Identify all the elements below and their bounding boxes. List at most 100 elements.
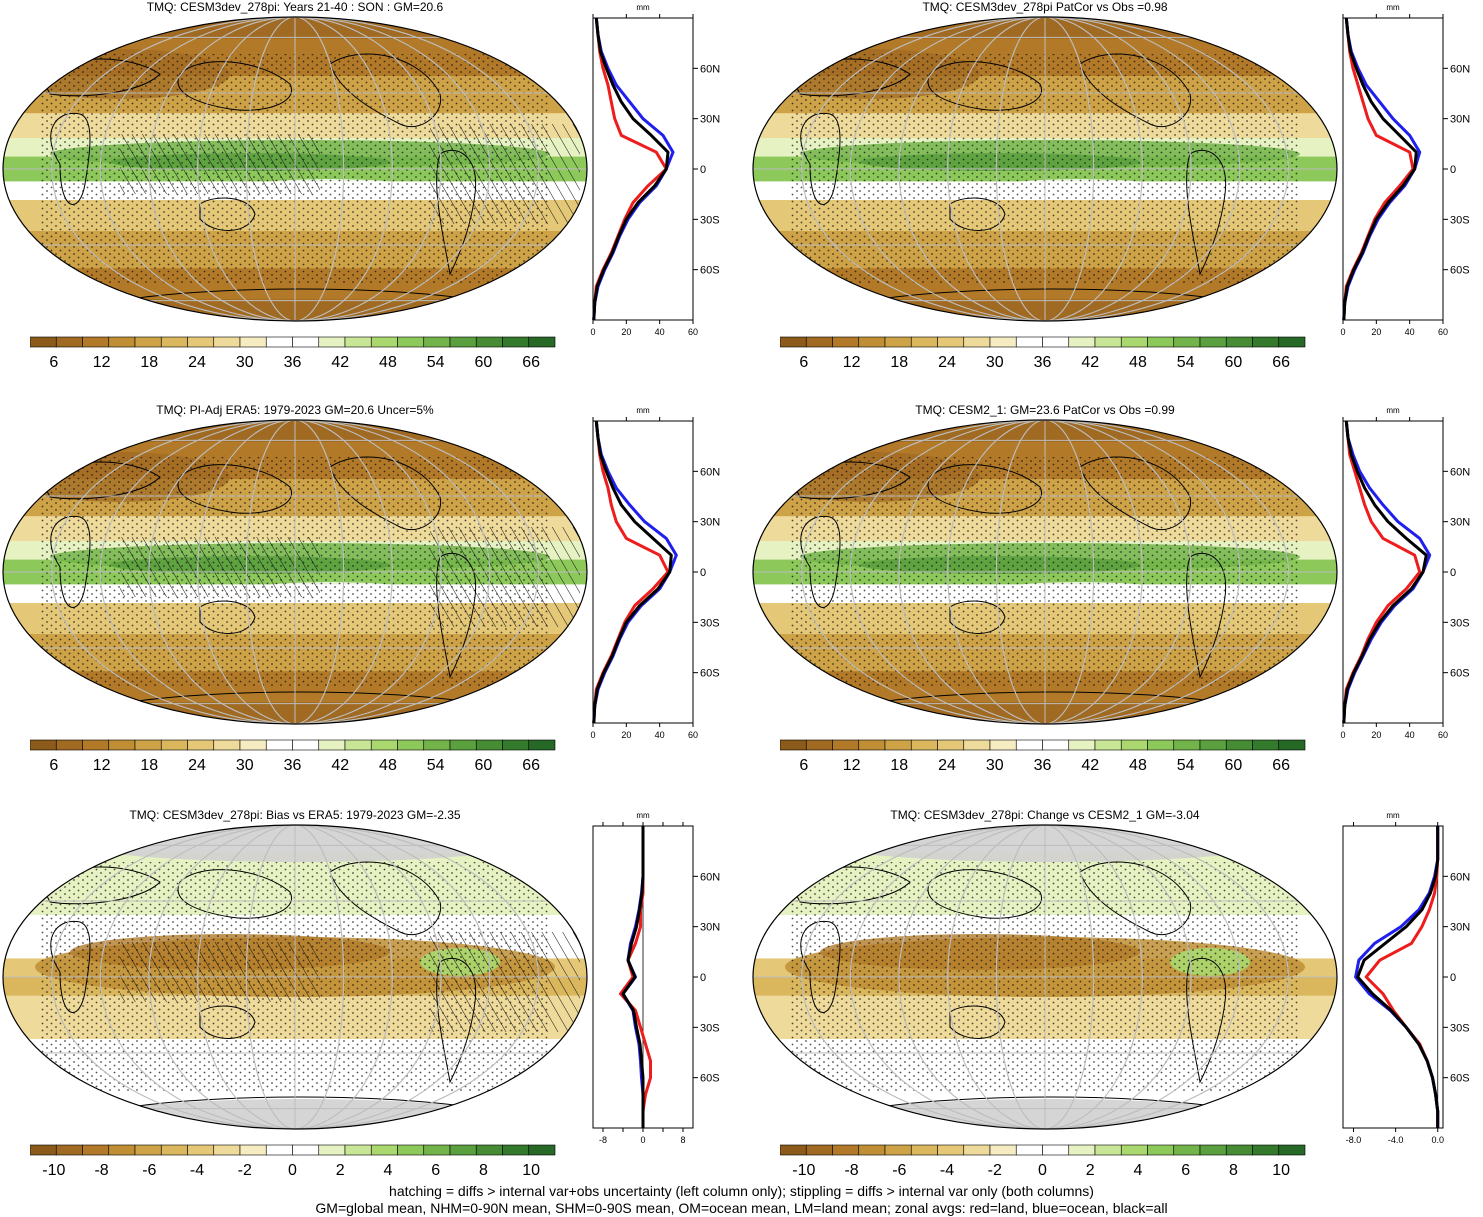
colorbar-tick-label: 60 [1225,757,1243,774]
colorbar-tick-label: 42 [331,757,349,774]
zonal-xtick-label: 0.0 [1431,1135,1444,1145]
colorbar-swatch [30,336,57,348]
colorbar-swatch [1173,336,1201,348]
footer-line-2: GM=global mean, NHM=0-90N mean, SHM=0-90… [315,1200,1168,1216]
colorbar-swatch [292,739,320,751]
colorbar-swatch [292,1144,320,1156]
colorbar-tick-label: 36 [1034,354,1052,371]
colorbar-swatch [239,336,267,348]
colorbar-tick-label: 54 [427,757,445,774]
longitude-gridline [197,825,393,1129]
zonal-line-all [1356,826,1440,1128]
zonal-ytick-label: 30N [1450,517,1470,529]
zonal-xtick-label: 0 [590,327,595,337]
zonal-ytick-label: 0 [700,164,706,176]
colorbar-tick-label: 6 [1181,1162,1190,1179]
zonal-unit: mm [1386,3,1400,12]
colorbar-tick-label: 60 [475,354,493,371]
colorbar-tick-label: 4 [384,1162,393,1179]
longitude-gridline [801,17,1289,321]
zonal-xtick-label: 60 [688,327,698,337]
colorbar-tick-label: 18 [890,757,908,774]
zonal-ytick-label: 0 [700,567,706,579]
colorbar-tick-label: 8 [479,1162,488,1179]
longitude-gridline [947,420,1143,724]
colorbar-swatch [1068,739,1096,751]
colorbar: 6 12 18 24 30 36 42 48 54 60 66 [30,336,556,371]
colorbar-tick-label: -8 [94,1162,108,1179]
colorbar-swatch [1225,739,1253,751]
colorbar-tick-label: 2 [1086,1162,1095,1179]
colorbar-tick-label: 6 [799,354,808,371]
colorbar-swatch [1068,336,1096,348]
colorbar-swatch [832,1144,860,1156]
colorbar-swatch [832,739,860,751]
longitude-gridline [245,17,345,321]
zonal-ytick-label: 60S [700,265,720,277]
colorbar-tick-label: 2 [336,1162,345,1179]
colorbar-swatch [1252,1144,1280,1156]
colorbar-tick-label: 12 [93,354,111,371]
longitude-gridline [51,420,539,724]
zonal-line-all [621,826,645,1128]
map-blob [70,825,530,862]
colorbar-swatch [475,1144,503,1156]
colorbar-swatch [884,739,912,751]
colorbar-swatch [1278,739,1306,751]
colorbar-swatch [449,739,477,751]
zonal-frame [592,420,694,724]
longitude-gridline [995,420,1095,724]
colorbar-swatch [423,739,451,751]
colorbar-swatch [187,1144,215,1156]
hatching [430,124,580,224]
zonal-xtick-label: 40 [1405,730,1415,740]
colorbar-swatch [239,739,267,751]
longitude-gridline [801,825,1289,1129]
colorbar-swatch [1094,1144,1122,1156]
colorbar: 6 12 18 24 30 36 42 48 54 60 66 [780,739,1306,774]
zonal-line-land [1364,826,1440,1128]
colorbar-tick-label: 24 [188,757,206,774]
colorbar-swatch [1252,739,1280,751]
colorbar-swatch [937,336,965,348]
colorbar-tick-label: 6 [431,1162,440,1179]
colorbar: 6 12 18 24 30 36 42 48 54 60 66 [780,336,1306,371]
colorbar-swatch [213,1144,241,1156]
map-field [753,17,1337,321]
colorbar-swatch [134,336,162,348]
zonal-frame [592,17,694,321]
colorbar-tick-label: 30 [986,354,1004,371]
longitude-gridline [51,17,539,321]
map-field [3,825,587,1129]
colorbar-swatch [108,1144,136,1156]
colorbar-tick-label: -6 [892,1162,906,1179]
colorbar-swatch [884,336,912,348]
colorbar-tick-label: 54 [1177,757,1195,774]
colorbar-swatch [108,336,136,348]
zonal-ytick-label: 30S [700,1022,720,1034]
colorbar-tick-label: 30 [236,354,254,371]
colorbar-tick-label: 48 [1129,757,1147,774]
hatching [120,134,320,194]
colorbar: 6 12 18 24 30 36 42 48 54 60 66 [30,739,556,774]
colorbar-swatch [858,739,886,751]
colorbar-swatch [989,739,1017,751]
map-outline [752,16,1338,322]
colorbar-swatch [1225,336,1253,348]
colorbar-swatch [1199,739,1227,751]
colorbar-swatch [780,1144,807,1156]
colorbar-tick-label: 42 [331,354,349,371]
colorbar-swatch [344,336,372,348]
zonal-mean-plot: mm 60N 30N 0 30S 60S 0 20 40 60 [1340,3,1470,337]
panel-title: TMQ: CESM3dev_278pi: Bias vs ERA5: 1979-… [129,808,461,822]
zonal-xtick-label: -8 [599,1135,607,1145]
zonal-unit: mm [636,3,650,12]
colorbar-swatch [239,1144,267,1156]
colorbar-swatch [1199,1144,1227,1156]
panel-title: TMQ: CESM2_1: GM=23.6 PatCor vs Obs =0.9… [915,403,1175,417]
panel-era5: TMQ: PI-Adj ERA5: 1979-2023 GM=20.6 Unce… [0,403,730,798]
colorbar-swatch [55,336,83,348]
longitude-gridline [99,420,491,724]
colorbar-swatch [82,1144,110,1156]
colorbar-swatch [780,739,807,751]
